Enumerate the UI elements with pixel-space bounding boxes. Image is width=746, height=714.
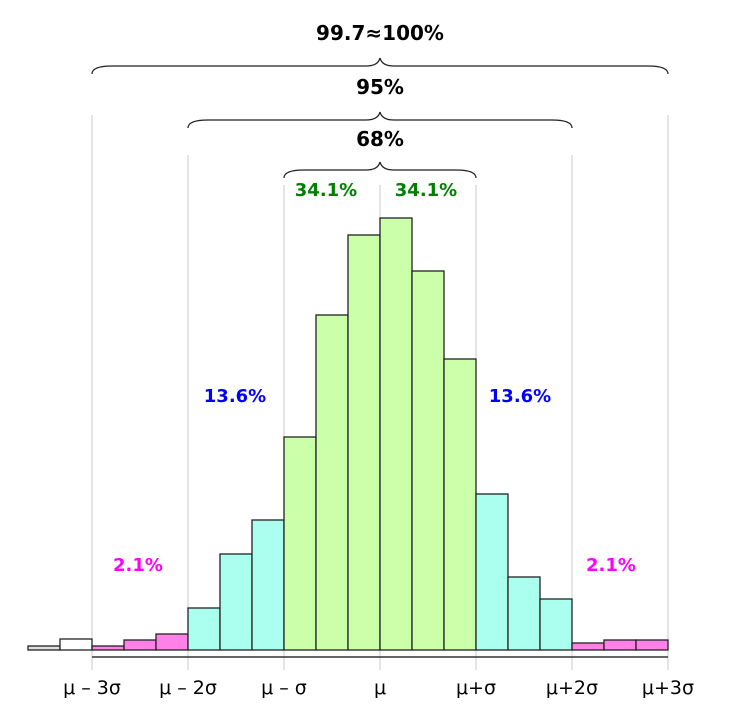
- histogram-bar: [411, 270, 445, 651]
- tick-label: μ – 3σ: [63, 677, 121, 699]
- tick-label: μ: [374, 677, 386, 699]
- histogram-bar: [283, 436, 317, 651]
- histogram-bar: [603, 639, 637, 651]
- label-center-left: 34.1%: [295, 180, 357, 201]
- label-tail-left: 2.1%: [113, 555, 163, 576]
- histogram-bar: [571, 642, 605, 651]
- histogram-bar: [155, 633, 189, 651]
- tick-label: μ+σ: [456, 677, 496, 699]
- histogram-bar: [443, 358, 477, 651]
- histogram-bars: [27, 217, 669, 651]
- tick-labels: μ – 3σ μ – 2σ μ – σ μ μ+σ μ+2σ μ+3σ: [63, 677, 694, 699]
- brace-3sigma: [91, 57, 669, 75]
- brace-2sigma: [187, 111, 573, 129]
- histogram-bar: [315, 314, 349, 651]
- histogram-bar: [635, 639, 669, 651]
- label-mid-left: 13.6%: [204, 386, 266, 407]
- histogram-bar: [475, 493, 509, 651]
- brace-1sigma: [283, 161, 477, 179]
- braces: [91, 57, 669, 179]
- label-68: 68%: [356, 127, 404, 151]
- histogram-bar: [379, 217, 413, 651]
- histogram-bar: [219, 553, 253, 651]
- histogram-bar: [347, 234, 381, 651]
- tick-label: μ – 2σ: [159, 677, 217, 699]
- histogram-bar: [539, 598, 573, 651]
- label-99-7: 99.7≈100%: [316, 21, 444, 45]
- histogram-bar: [187, 607, 221, 651]
- histogram-bar: [91, 645, 125, 651]
- label-mid-right: 13.6%: [489, 386, 551, 407]
- label-95: 95%: [356, 75, 404, 99]
- tick-label: μ+3σ: [642, 677, 694, 699]
- label-tail-right: 2.1%: [586, 555, 636, 576]
- histogram-bar: [251, 519, 285, 651]
- histogram-bar: [27, 645, 61, 651]
- label-center-right: 34.1%: [395, 180, 457, 201]
- histogram-bar: [507, 576, 541, 651]
- tick-label: μ – σ: [261, 677, 307, 699]
- histogram-bar: [123, 639, 157, 651]
- histogram-bar: [59, 638, 93, 651]
- tick-label: μ+2σ: [546, 677, 598, 699]
